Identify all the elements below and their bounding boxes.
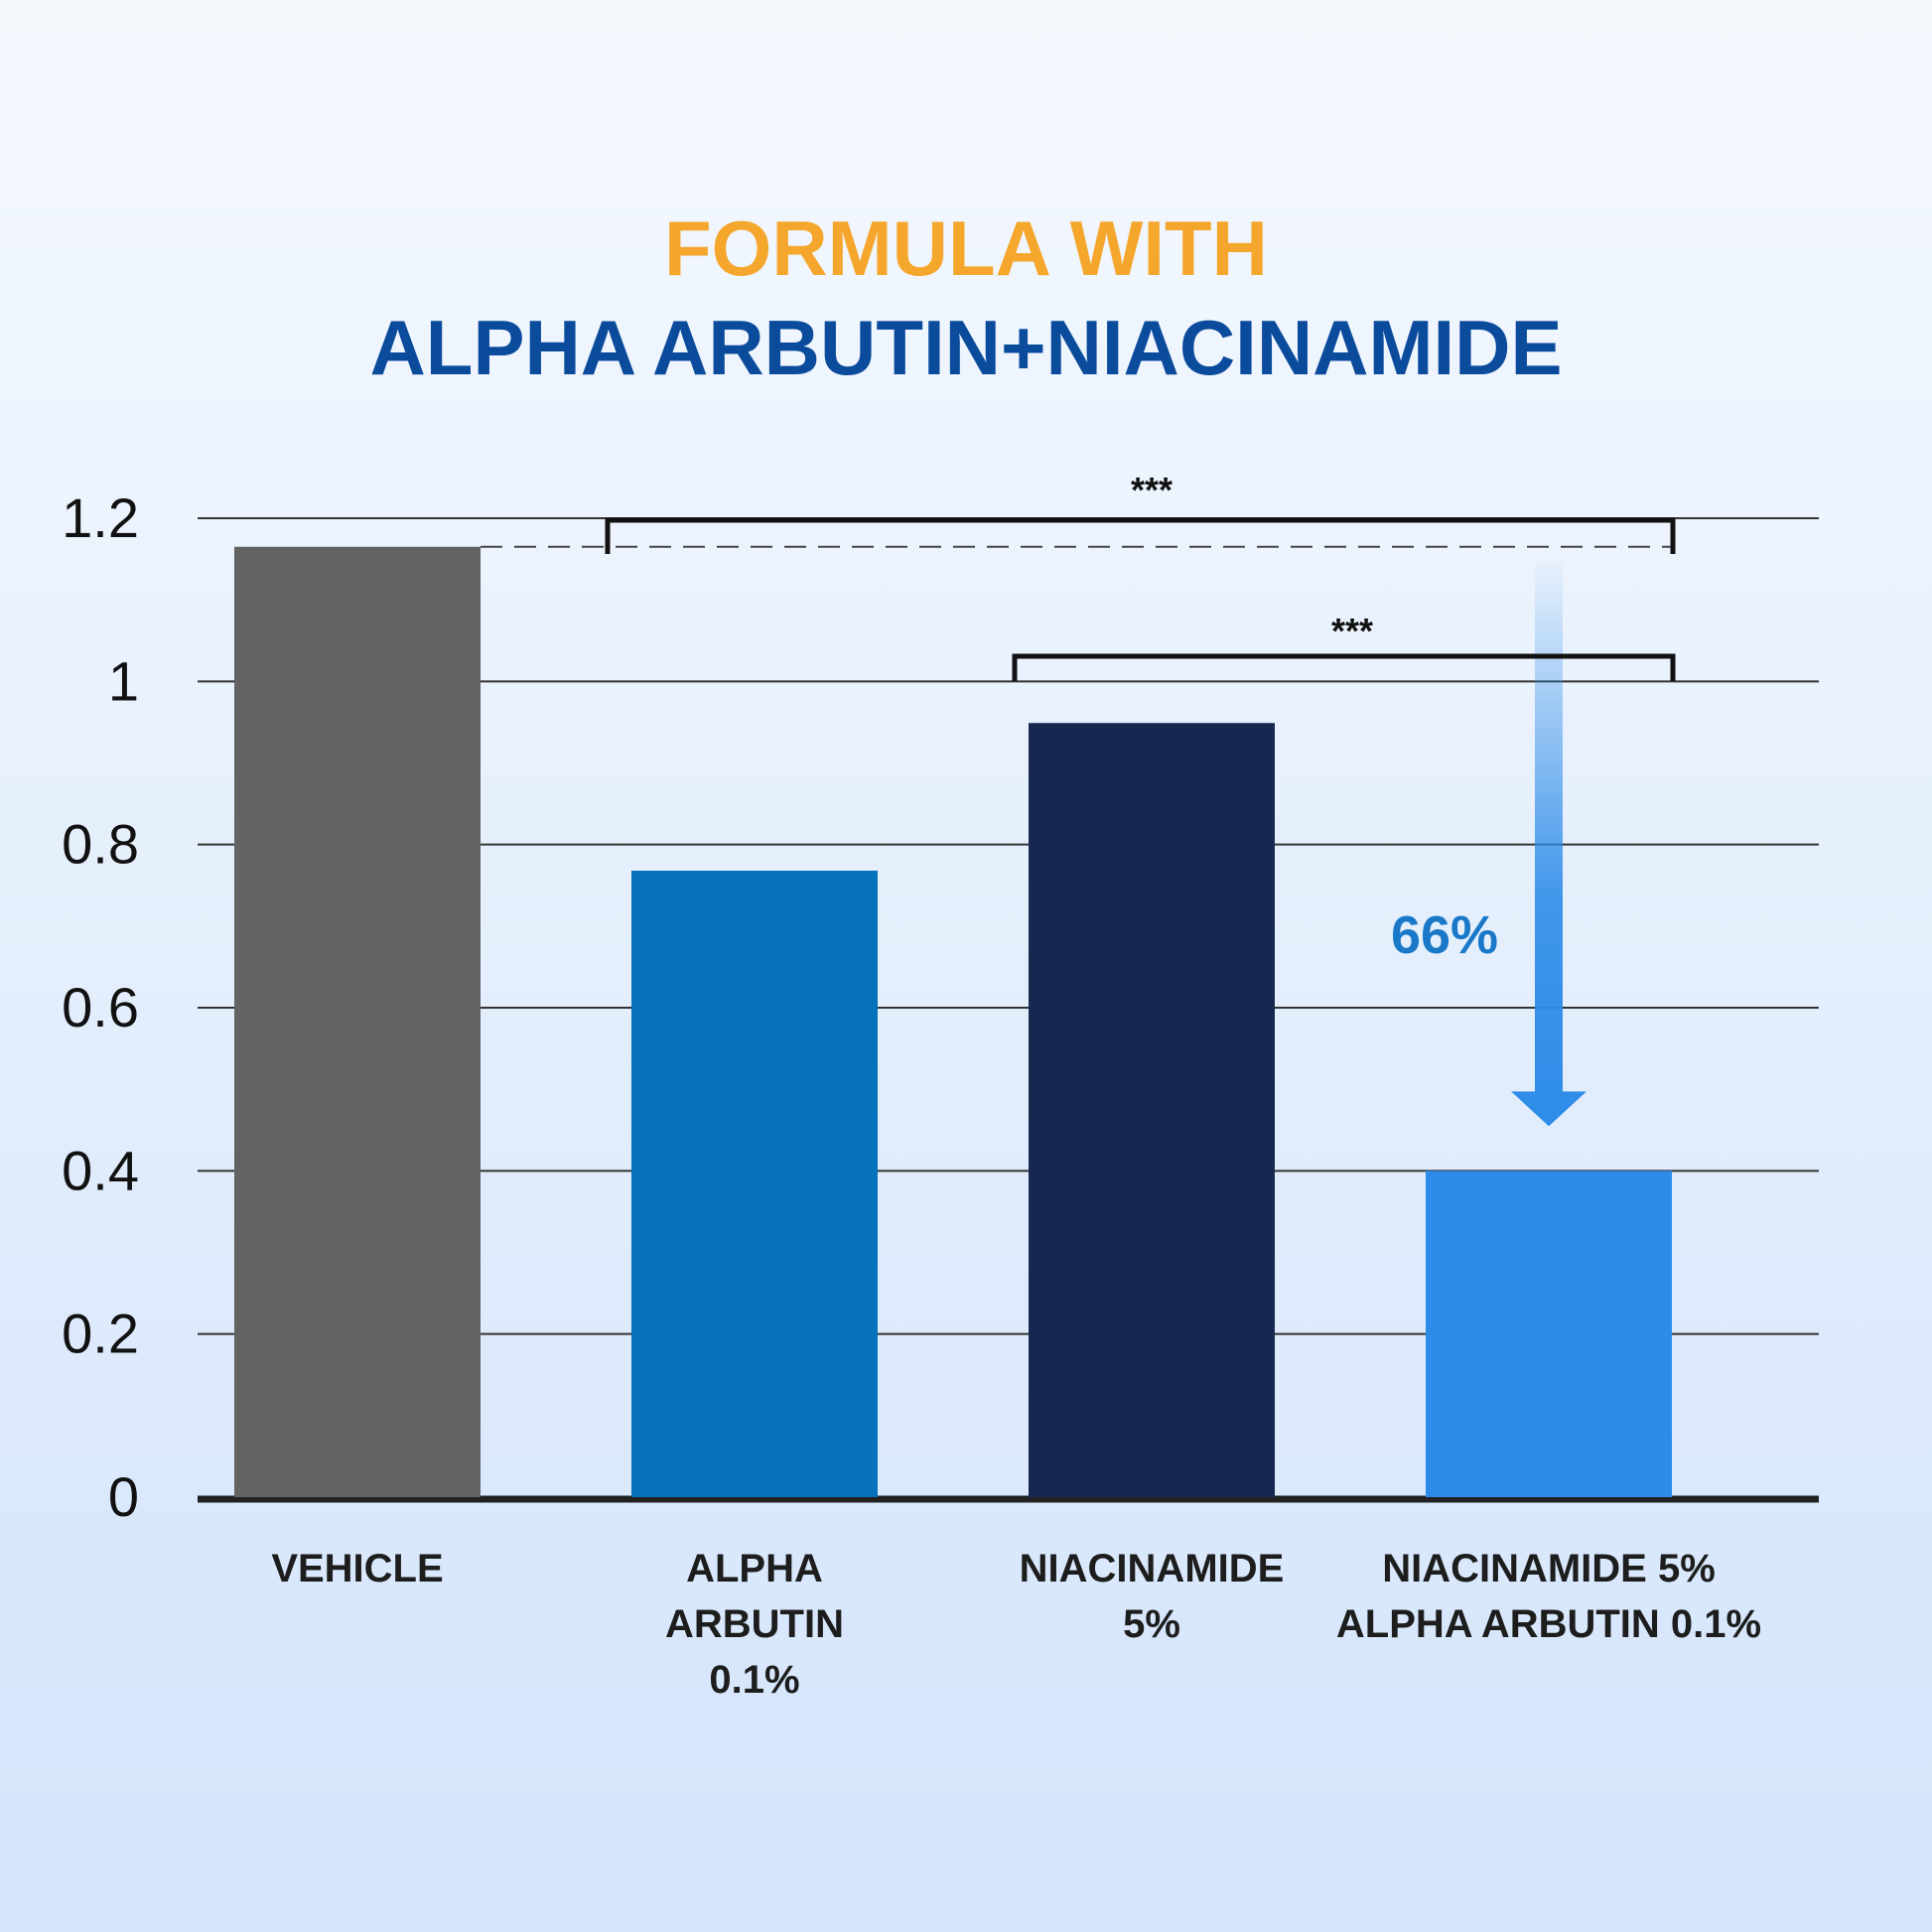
y-tick-label: 0.4 bbox=[62, 1139, 139, 1201]
significance-label: *** bbox=[1331, 611, 1373, 651]
bar bbox=[631, 870, 878, 1497]
reduction-arrow bbox=[1511, 554, 1587, 1127]
significance-label: *** bbox=[1131, 470, 1173, 510]
bar bbox=[1426, 1171, 1672, 1497]
y-tick-label: 1.2 bbox=[62, 486, 139, 549]
bar bbox=[234, 546, 481, 1497]
significance-bracket bbox=[605, 517, 1676, 554]
y-tick-label: 1 bbox=[108, 649, 139, 712]
bar bbox=[1029, 723, 1275, 1497]
y-tick-label: 0.8 bbox=[62, 813, 139, 876]
chart-subtitle: ALPHA ARBUTIN+NIACINAMIDE bbox=[369, 304, 1563, 391]
reduction-label: 66% bbox=[1391, 905, 1498, 965]
x-tick-label: ALPHA ARBUTIN 0.1% bbox=[665, 1547, 844, 1702]
x-tick-label: NIACINAMIDE 5% bbox=[1019, 1547, 1285, 1646]
x-tick-label: VEHICLE bbox=[271, 1547, 444, 1590]
y-tick-label: 0.2 bbox=[62, 1303, 139, 1365]
y-tick-label: 0 bbox=[108, 1465, 139, 1528]
y-tick-label: 0.6 bbox=[62, 976, 139, 1038]
significance-bracket bbox=[1012, 653, 1676, 681]
chart-title: FORMULA WITH bbox=[664, 205, 1268, 292]
x-tick-label: NIACINAMIDE 5% ALPHA ARBUTIN 0.1% bbox=[1335, 1547, 1762, 1646]
